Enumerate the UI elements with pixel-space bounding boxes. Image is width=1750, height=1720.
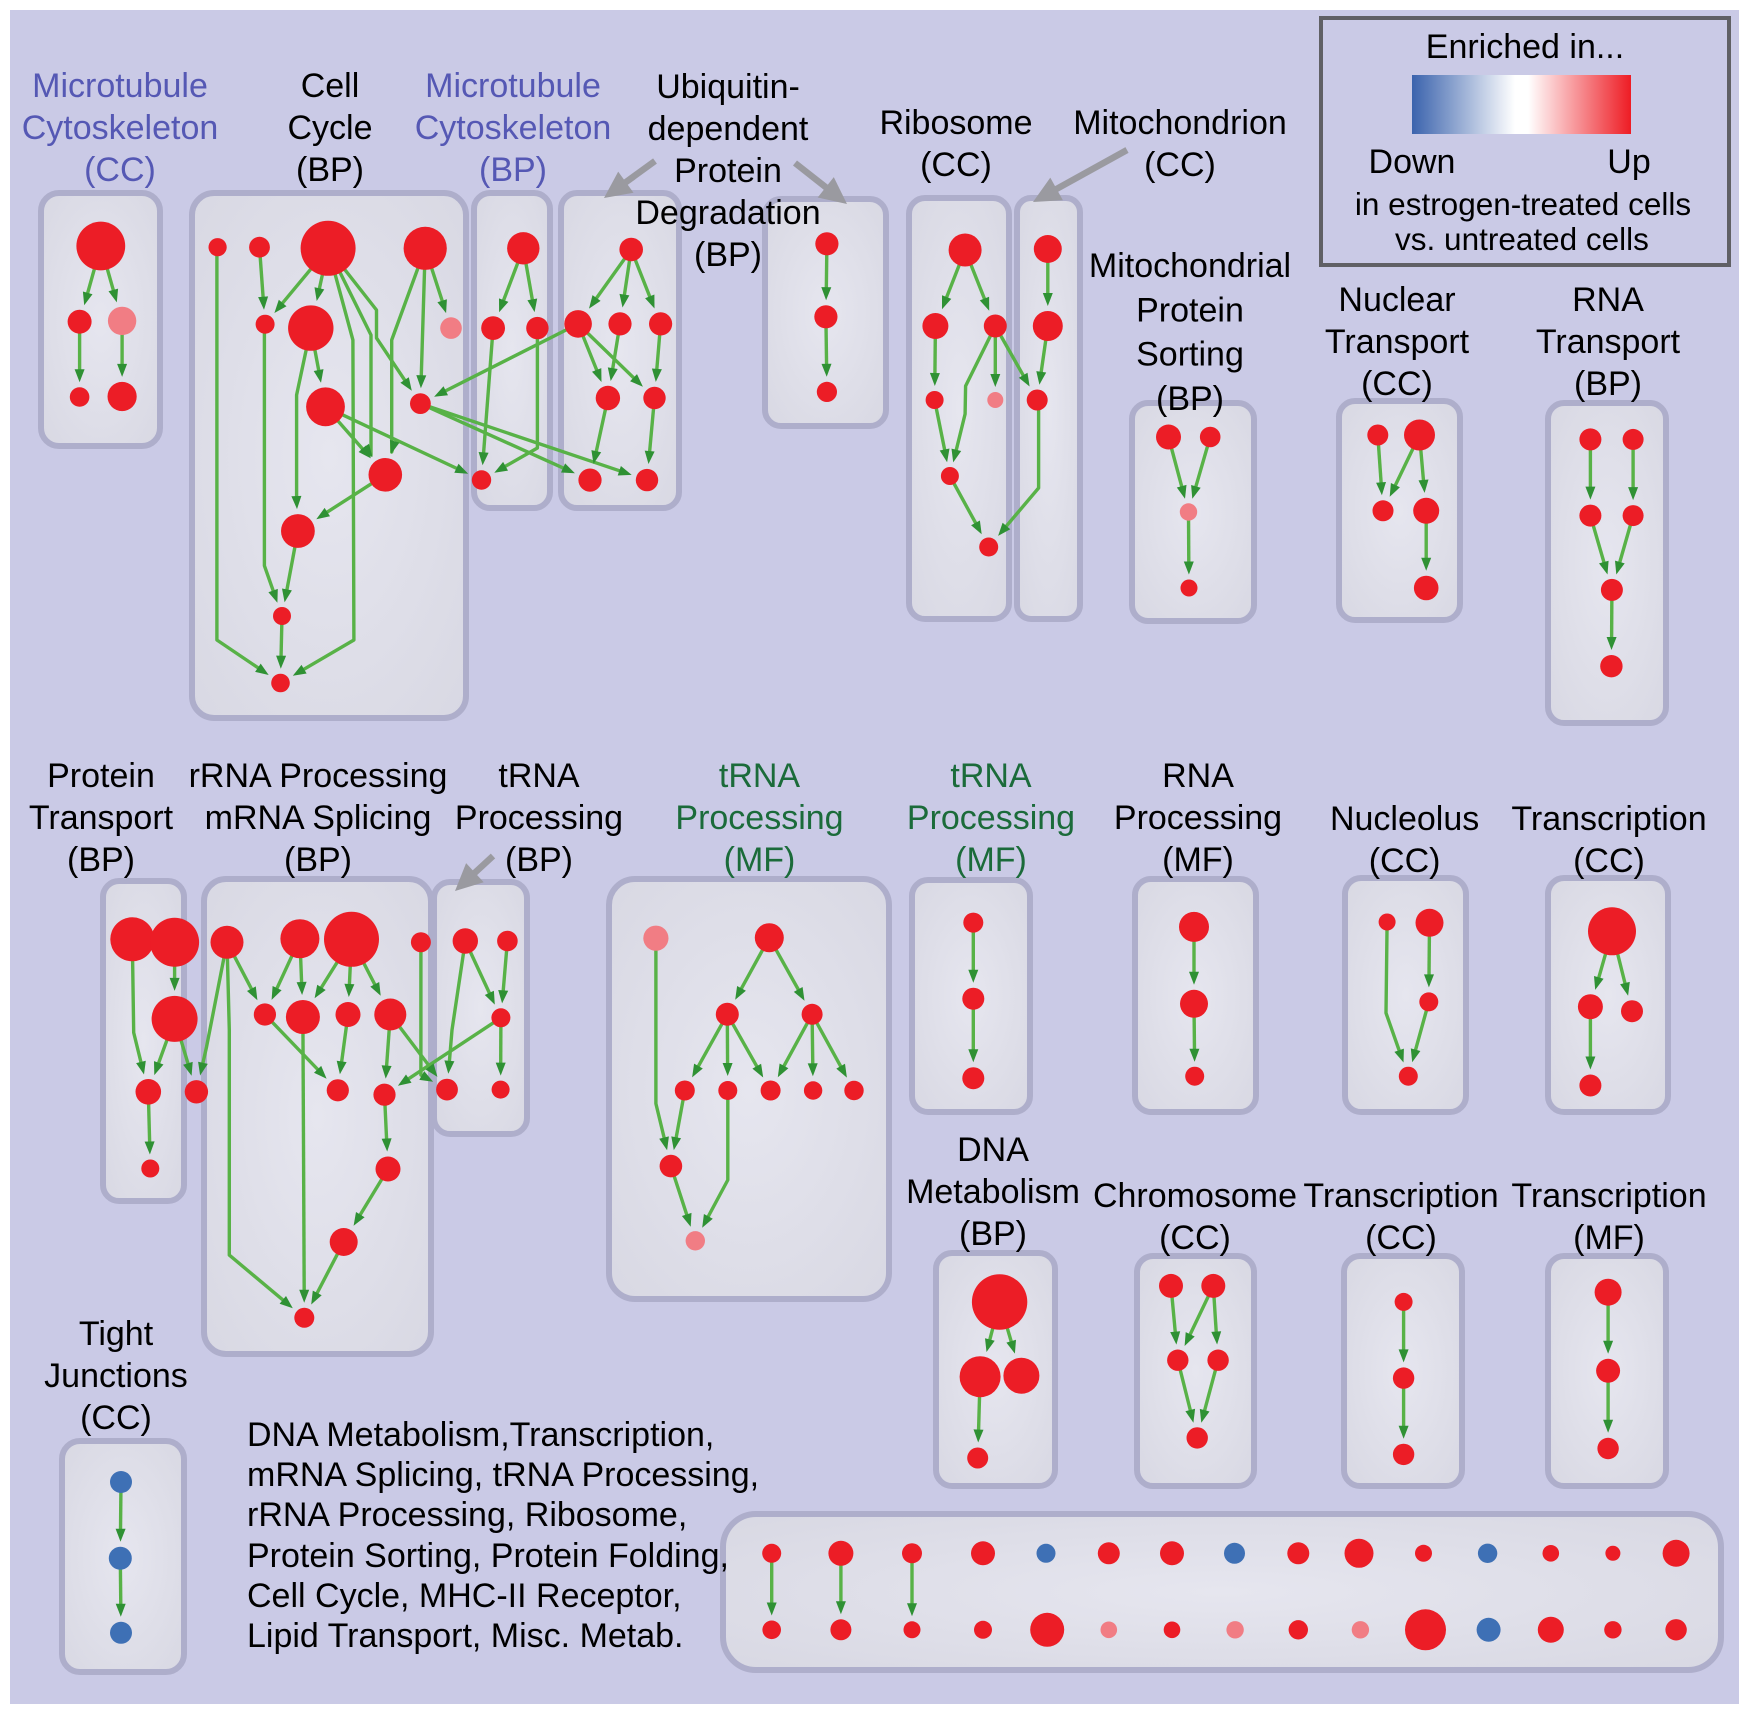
- svg-text:Mitochondrial: Mitochondrial: [1089, 247, 1291, 285]
- svg-text:Transcription: Transcription: [1511, 1177, 1706, 1215]
- svg-text:vs. untreated cells: vs. untreated cells: [1395, 221, 1649, 257]
- svg-text:Cytoskeleton: Cytoskeleton: [415, 109, 612, 147]
- svg-text:Nuclear: Nuclear: [1338, 281, 1455, 319]
- svg-text:Junctions: Junctions: [44, 1357, 188, 1395]
- svg-text:(BP): (BP): [296, 151, 364, 189]
- svg-text:rRNA Processing, Ribosome,: rRNA Processing, Ribosome,: [247, 1496, 687, 1534]
- svg-text:Transport: Transport: [1325, 323, 1470, 361]
- svg-text:RNA: RNA: [1572, 281, 1644, 319]
- svg-text:(BP): (BP): [1574, 365, 1642, 403]
- svg-text:Microtubule: Microtubule: [425, 67, 601, 105]
- svg-text:mRNA Splicing: mRNA Splicing: [205, 799, 432, 837]
- svg-text:Protein Sorting, Protein Foldi: Protein Sorting, Protein Folding,: [247, 1537, 729, 1575]
- svg-text:Cytoskeleton: Cytoskeleton: [22, 109, 219, 147]
- svg-text:(CC): (CC): [80, 1399, 152, 1437]
- svg-text:Metabolism: Metabolism: [906, 1173, 1080, 1211]
- svg-text:Sorting: Sorting: [1136, 336, 1244, 374]
- svg-text:(CC): (CC): [1369, 842, 1441, 880]
- svg-text:DNA Metabolism,Transcription,: DNA Metabolism,Transcription,: [247, 1416, 714, 1454]
- svg-text:(CC): (CC): [1144, 146, 1216, 184]
- svg-text:tRNA: tRNA: [498, 757, 580, 795]
- svg-text:Down: Down: [1369, 143, 1456, 181]
- svg-text:mRNA Splicing, tRNA Processing: mRNA Splicing, tRNA Processing,: [247, 1456, 759, 1494]
- svg-text:Transport: Transport: [29, 799, 174, 837]
- svg-text:Processing: Processing: [455, 799, 623, 837]
- svg-text:(BP): (BP): [505, 841, 573, 879]
- svg-text:rRNA Processing: rRNA Processing: [189, 757, 448, 795]
- svg-text:Degradation: Degradation: [635, 194, 820, 232]
- svg-text:(CC): (CC): [1365, 1219, 1437, 1257]
- svg-text:(BP): (BP): [67, 841, 135, 879]
- svg-text:Cell Cycle, MHC-II Receptor,: Cell Cycle, MHC-II Receptor,: [247, 1577, 682, 1615]
- svg-text:(BP): (BP): [694, 236, 762, 274]
- svg-text:Up: Up: [1607, 143, 1650, 181]
- svg-text:(BP): (BP): [479, 151, 547, 189]
- svg-text:Chromosome: Chromosome: [1093, 1177, 1297, 1215]
- svg-text:Lipid Transport, Misc. Metab.: Lipid Transport, Misc. Metab.: [247, 1617, 684, 1655]
- svg-text:Nucleolus: Nucleolus: [1330, 800, 1479, 838]
- svg-text:Cell: Cell: [301, 67, 360, 105]
- svg-text:DNA: DNA: [957, 1131, 1029, 1169]
- svg-text:Processing: Processing: [1114, 799, 1282, 837]
- svg-text:(MF): (MF): [955, 841, 1027, 879]
- svg-text:(MF): (MF): [724, 841, 796, 879]
- svg-text:Protein: Protein: [1136, 291, 1244, 329]
- svg-text:(BP): (BP): [1156, 380, 1224, 418]
- svg-text:Processing: Processing: [907, 799, 1075, 837]
- svg-text:(BP): (BP): [959, 1215, 1027, 1253]
- svg-text:RNA: RNA: [1162, 757, 1234, 795]
- svg-text:(MF): (MF): [1162, 841, 1234, 879]
- svg-text:Transcription: Transcription: [1303, 1177, 1498, 1215]
- svg-text:(MF): (MF): [1573, 1219, 1645, 1257]
- svg-text:Tight: Tight: [79, 1315, 154, 1353]
- svg-text:dependent: dependent: [648, 110, 809, 148]
- svg-text:Transport: Transport: [1536, 323, 1681, 361]
- svg-text:(CC): (CC): [1159, 1219, 1231, 1257]
- svg-text:Ubiquitin-: Ubiquitin-: [656, 68, 800, 106]
- svg-text:Ribosome: Ribosome: [879, 104, 1032, 142]
- svg-text:Mitochondrion: Mitochondrion: [1073, 104, 1287, 142]
- svg-text:(CC): (CC): [1361, 365, 1433, 403]
- svg-text:Microtubule: Microtubule: [32, 67, 208, 105]
- svg-text:tRNA: tRNA: [950, 757, 1032, 795]
- svg-text:Processing: Processing: [675, 799, 843, 837]
- svg-text:(CC): (CC): [1573, 842, 1645, 880]
- svg-text:in estrogen-treated cells: in estrogen-treated cells: [1355, 186, 1691, 222]
- svg-text:Cycle: Cycle: [287, 109, 372, 147]
- svg-text:(CC): (CC): [84, 151, 156, 189]
- svg-text:Transcription: Transcription: [1511, 800, 1706, 838]
- svg-text:(BP): (BP): [284, 841, 352, 879]
- svg-text:Protein: Protein: [674, 152, 782, 190]
- svg-text:tRNA: tRNA: [719, 757, 801, 795]
- svg-text:(CC): (CC): [920, 146, 992, 184]
- svg-text:Protein: Protein: [47, 757, 155, 795]
- svg-text:Enriched in...: Enriched in...: [1426, 28, 1624, 66]
